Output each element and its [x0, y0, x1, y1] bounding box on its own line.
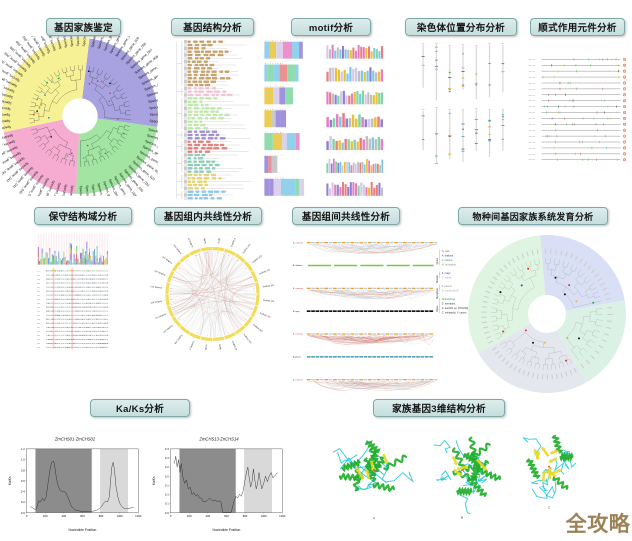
svg-text:Z. mays: Z. mays — [442, 272, 451, 275]
svg-text:P. patens: P. patens — [442, 285, 453, 288]
svg-text:Nucleotide Position: Nucleotide Position — [213, 528, 241, 532]
svg-text:Species_gene_068: Species_gene_068 — [76, 36, 80, 46]
svg-text:0.2: 0.2 — [165, 474, 169, 478]
svg-text:Ka/Ks: Ka/Ks — [8, 476, 12, 485]
svg-text:0.3: 0.3 — [165, 447, 169, 451]
svg-text:0.8: 0.8 — [21, 468, 25, 472]
svg-text:ZmCHS13-ZnCHS14: ZmCHS13-ZnCHS14 — [198, 437, 239, 442]
svg-text:A. thaliana: A. thaliana — [442, 255, 454, 258]
svg-text:M. truncatula: M. truncatula — [442, 263, 457, 266]
svg-text:1.0: 1.0 — [21, 458, 25, 462]
svg-text:1.2: 1.2 — [21, 447, 25, 451]
svg-text:V. vinifera: V. vinifera — [442, 259, 453, 262]
svg-text:800: 800 — [99, 514, 104, 518]
svg-text:B.juncea: B.juncea — [293, 356, 302, 358]
svg-text:O. sativa: O. sativa — [442, 276, 452, 279]
svg-text:200: 200 — [187, 514, 192, 518]
svg-text:0.2: 0.2 — [21, 500, 25, 504]
svg-text:0.2: 0.2 — [165, 465, 169, 469]
svg-text:0.1: 0.1 — [165, 502, 169, 506]
svg-text:Species_gene_015: Species_gene_015 — [150, 112, 158, 116]
svg-text:0.3: 0.3 — [165, 456, 169, 460]
svg-text:1000: 1000 — [261, 514, 268, 518]
svg-text:G. max: G. max — [442, 250, 451, 253]
svg-text:600: 600 — [224, 514, 229, 518]
svg-text:B: B — [461, 516, 463, 520]
svg-text:Chlorophyta: Chlorophyta — [442, 298, 456, 301]
svg-text:D. arenarius,: D. arenarius, — [442, 302, 456, 305]
svg-text:1000: 1000 — [117, 514, 124, 518]
svg-text:Algae: Algae — [436, 305, 439, 312]
svg-text:400: 400 — [62, 514, 67, 518]
svg-text:0.0: 0.0 — [21, 511, 25, 515]
svg-text:Nucleotide Position: Nucleotide Position — [69, 528, 97, 532]
svg-text:0.1: 0.1 — [165, 493, 169, 497]
svg-text:0.0: 0.0 — [165, 511, 169, 515]
svg-text:Brassic: Brassic — [436, 274, 439, 283]
svg-text:Bryophyte: Bryophyte — [436, 288, 439, 300]
svg-text:Ka/Ks: Ka/Ks — [152, 476, 156, 485]
svg-text:C: C — [548, 505, 551, 509]
svg-text:B. rapa: B. rapa — [293, 311, 300, 313]
svg-text:1200: 1200 — [135, 514, 142, 518]
svg-text:S. moellendorfii: S. moellendorfii — [442, 289, 459, 292]
svg-text:0.1: 0.1 — [165, 483, 169, 487]
svg-text:800: 800 — [243, 514, 248, 518]
svg-text:ZmCHS01-ZmCHS02: ZmCHS01-ZmCHS02 — [54, 437, 96, 442]
svg-text:Species_gene_033: Species_gene_033 — [79, 186, 83, 196]
svg-text:1200: 1200 — [279, 514, 286, 518]
svg-text:400: 400 — [206, 514, 211, 518]
svg-text:0.6: 0.6 — [21, 479, 25, 483]
svg-text:600: 600 — [80, 514, 85, 518]
svg-text:A: A — [373, 516, 375, 520]
svg-text:0.4: 0.4 — [21, 490, 25, 494]
svg-text:Querc: Querc — [436, 257, 439, 264]
svg-text:200: 200 — [43, 514, 48, 518]
